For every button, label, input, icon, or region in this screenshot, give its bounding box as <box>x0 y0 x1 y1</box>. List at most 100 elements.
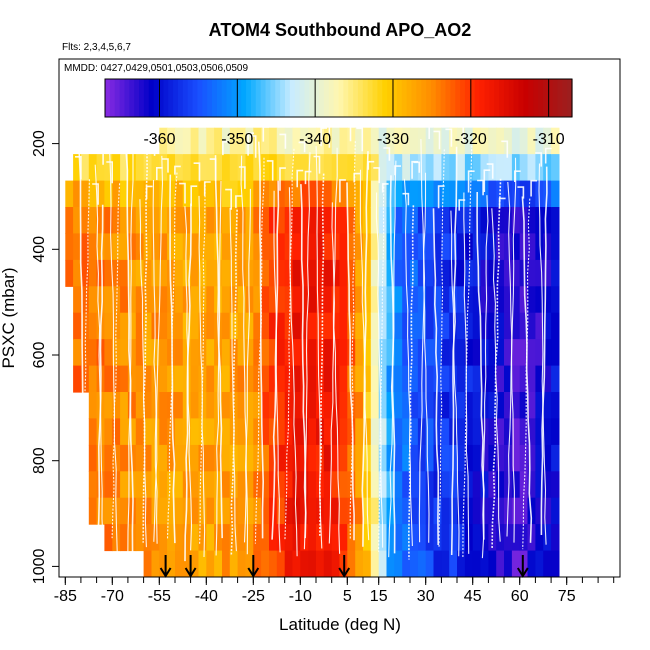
heatmap-cell <box>112 444 121 472</box>
heatmap-cell <box>276 312 286 340</box>
heatmap-cell <box>355 259 364 287</box>
y-tick-label: 200 <box>31 130 48 157</box>
heatmap-cell <box>175 207 184 234</box>
dates-annotation: MMDD: 0427,0429,0501,0503,0506,0509 <box>64 63 248 74</box>
heatmap-cell <box>167 471 176 499</box>
heatmap-cell <box>229 286 239 314</box>
heatmap-cell <box>300 207 309 234</box>
heatmap-cell <box>386 259 395 287</box>
heatmap-cell <box>449 207 458 234</box>
heatmap-cell <box>269 286 278 314</box>
heatmap-cell <box>175 286 184 314</box>
heatmap-cell <box>519 550 529 577</box>
heatmap-cell <box>543 259 552 287</box>
heatmap-cell <box>120 233 129 261</box>
heatmap-cell <box>402 127 411 155</box>
heatmap-cell <box>190 392 199 419</box>
heatmap-cell <box>425 339 435 367</box>
heatmap-cell <box>370 207 380 234</box>
heatmap-cell <box>433 127 442 155</box>
heatmap-cell <box>88 392 98 419</box>
heatmap-cell <box>425 233 435 261</box>
heatmap-cell <box>198 550 207 577</box>
heatmap-cell <box>300 497 309 525</box>
colorbar-segment <box>479 79 486 117</box>
heatmap-cell <box>300 259 309 287</box>
heatmap-cell <box>292 286 301 314</box>
colorbar-segment <box>392 79 398 117</box>
heatmap-cell <box>284 365 294 393</box>
heatmap-cell <box>96 471 105 499</box>
colorbar-segment <box>528 79 534 117</box>
heatmap-cell <box>410 180 419 208</box>
heatmap-cell <box>104 339 113 367</box>
heatmap-cell <box>104 207 113 234</box>
flights-annotation: Flts: 2,3,4,5,6,7 <box>62 42 131 53</box>
flight-profile-line <box>230 209 238 555</box>
heatmap-cell <box>104 444 113 472</box>
heatmap-cell <box>472 127 482 155</box>
heatmap-cell <box>457 339 466 367</box>
heatmap-cell <box>433 233 442 261</box>
heatmap-cell <box>457 207 466 234</box>
heatmap-cell <box>292 550 301 577</box>
flight-profile-line <box>142 142 148 543</box>
x-tick-label: 45 <box>464 588 482 605</box>
heatmap-cell <box>159 444 168 472</box>
heatmap-cell <box>417 127 427 155</box>
heatmap-cell <box>480 339 489 367</box>
heatmap-cell <box>519 392 529 419</box>
heatmap-cell <box>433 154 442 182</box>
heatmap-cell <box>175 524 184 552</box>
heatmap-cell <box>159 180 168 208</box>
heatmap-cell <box>472 259 482 287</box>
heatmap-cell <box>182 444 192 472</box>
flight-level-segment <box>92 183 99 205</box>
flight-level-segment <box>179 182 186 204</box>
heatmap-cell <box>386 418 395 446</box>
heatmap-cell <box>284 259 294 287</box>
heatmap-cell <box>480 233 489 261</box>
heatmap-cell <box>551 259 560 287</box>
heatmap-cell <box>261 127 270 155</box>
heatmap-cell <box>410 392 419 419</box>
heatmap-cell <box>441 497 450 525</box>
y-axis-label: PSXC (mbar) <box>0 267 18 368</box>
x-tick-label: 15 <box>370 588 388 605</box>
colorbar-segment <box>464 79 471 117</box>
heatmap-cell <box>308 497 317 525</box>
heatmap-cell <box>425 550 435 577</box>
heatmap-cell <box>363 127 372 155</box>
heatmap-cell <box>245 418 254 446</box>
heatmap-cell <box>143 497 152 525</box>
heatmap-cell <box>135 259 145 287</box>
heatmap-cell <box>127 339 137 367</box>
heatmap-cell <box>175 127 184 155</box>
heatmap-cell <box>347 312 356 340</box>
heatmap-cell <box>543 365 552 393</box>
heatmap-cell <box>535 286 544 314</box>
heatmap-cell <box>284 444 294 472</box>
heatmap-cell <box>308 286 317 314</box>
heatmap-cell <box>253 524 262 552</box>
colorbar-segment <box>212 79 218 117</box>
heatmap-cell <box>551 392 560 419</box>
heatmap-cell <box>284 418 294 446</box>
colorbar-segment <box>207 79 213 117</box>
heatmap-cell <box>198 286 207 314</box>
heatmap-cell <box>347 207 356 234</box>
heatmap-cell <box>433 339 442 367</box>
heatmap-cell <box>488 180 497 208</box>
heatmap-cell <box>229 127 239 155</box>
colorbar-segment <box>338 79 344 117</box>
heatmap-cell <box>363 286 372 314</box>
heatmap-cell <box>425 524 435 552</box>
colorbar-segment <box>168 79 174 117</box>
heatmap-cell <box>339 365 348 393</box>
heatmap-cell <box>222 365 231 393</box>
heatmap-cell <box>73 286 82 314</box>
heatmap-cell <box>292 471 301 499</box>
heatmap-cell <box>527 207 536 234</box>
heatmap-cell <box>543 418 552 446</box>
heatmap-cell <box>175 339 184 367</box>
